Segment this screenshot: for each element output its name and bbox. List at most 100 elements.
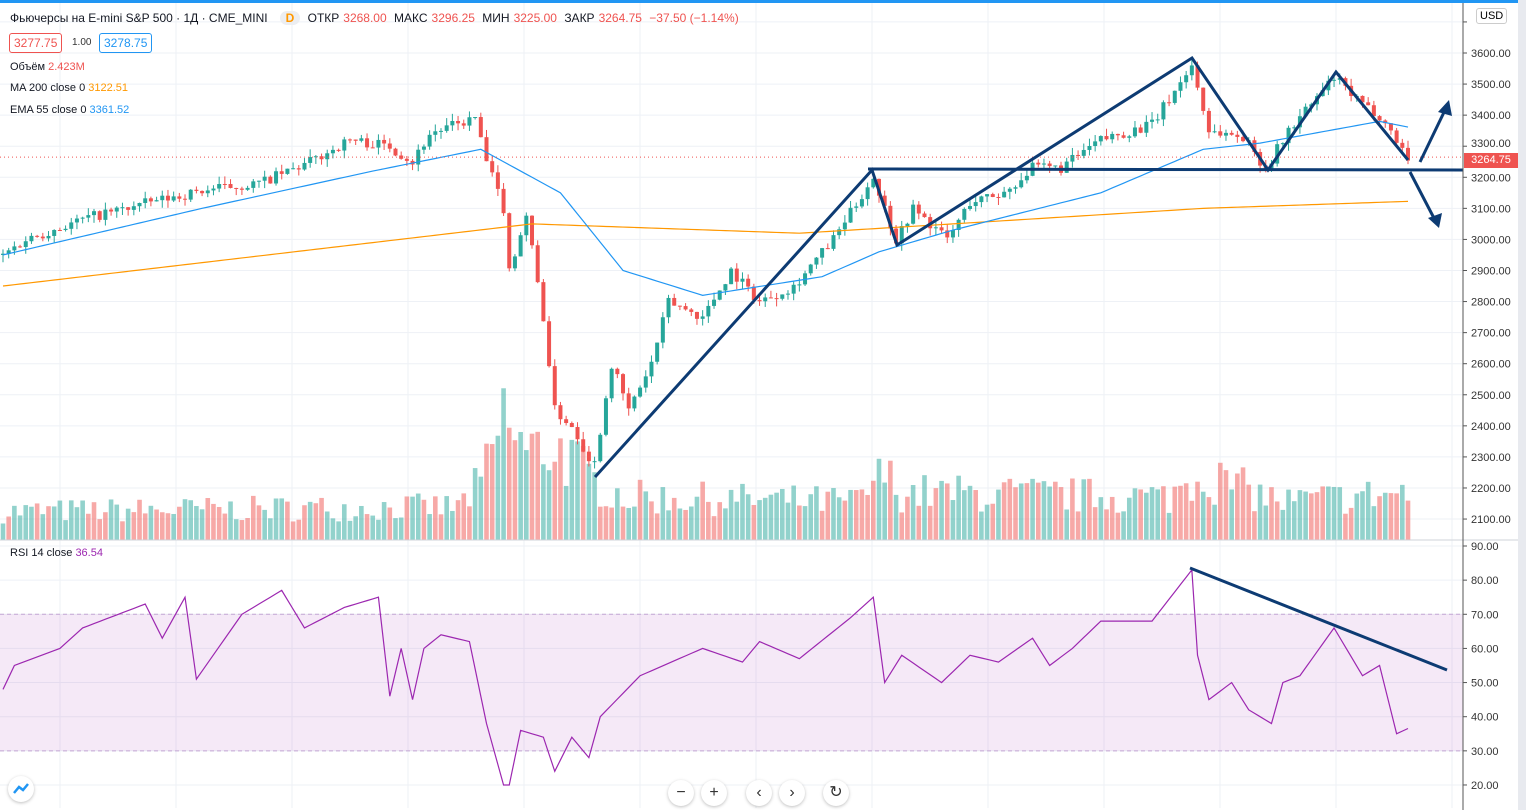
volume-bar	[188, 500, 194, 540]
candle	[279, 164, 284, 180]
scroll-back-button[interactable]: ‹	[746, 780, 772, 806]
candle-body	[427, 134, 432, 147]
volume-bar	[893, 494, 899, 540]
volume-bar	[797, 505, 802, 540]
candle	[427, 130, 432, 150]
volume-bar	[876, 458, 882, 540]
candle-body	[575, 427, 580, 440]
volume-bar	[996, 489, 1001, 540]
scroll-forward-button[interactable]: ›	[779, 780, 805, 806]
candle-body	[313, 156, 318, 158]
volume-bar	[1018, 483, 1024, 540]
volume-bar	[620, 506, 626, 540]
candle	[586, 446, 591, 467]
candle-body	[552, 366, 557, 406]
rsi-tick-label: 60.00	[1471, 643, 1499, 655]
volume-bar	[927, 505, 933, 540]
candle-body	[501, 188, 506, 214]
candle	[1406, 140, 1410, 165]
high-value: 3296.25	[431, 11, 475, 25]
tradingview-logo-icon[interactable]	[8, 776, 34, 802]
candle-body	[643, 376, 648, 388]
candle-body	[723, 284, 728, 291]
volume-bar	[1030, 478, 1035, 540]
volume-bar	[700, 481, 705, 540]
candle	[575, 422, 580, 445]
zoom-in-button[interactable]: +	[701, 780, 727, 806]
candle	[456, 115, 461, 131]
rsi-trendline-drawing	[1189, 566, 1448, 672]
volume-bar	[728, 489, 734, 540]
volume-bar	[165, 513, 171, 540]
ema-legend[interactable]: EMA 55 close 0 3361.52	[10, 104, 129, 116]
volume-bar	[1360, 491, 1365, 540]
candle-body	[239, 188, 244, 190]
candle	[1110, 131, 1115, 144]
candle	[245, 185, 250, 191]
candle	[416, 144, 421, 172]
volume-bar	[1183, 483, 1189, 540]
currency-button[interactable]: USD	[1476, 8, 1508, 24]
candle-body	[330, 149, 335, 154]
candle	[330, 145, 335, 159]
candle-body	[1337, 78, 1342, 80]
candle-body	[137, 202, 142, 207]
volume-bar	[1138, 489, 1143, 540]
volume-bar	[597, 506, 603, 540]
candle-body	[148, 198, 153, 202]
sell-price-button[interactable]: 3277.75	[9, 33, 63, 53]
volume-bar	[745, 494, 751, 540]
volume-bar	[1098, 497, 1104, 540]
candle-body	[1400, 142, 1405, 148]
volume-bar	[489, 444, 495, 540]
volume-bar	[290, 521, 296, 540]
candle-body	[1115, 133, 1120, 136]
candle	[217, 176, 222, 193]
candle	[1184, 70, 1189, 89]
ma-value: 3122.51	[88, 82, 129, 94]
ma-legend[interactable]: MA 200 close 0 3122.51	[10, 82, 128, 94]
volume-bar	[1149, 487, 1155, 540]
last-price-label: 3264.75	[1464, 153, 1518, 168]
candle-body	[973, 202, 978, 207]
candle	[939, 221, 944, 233]
zoom-out-button[interactable]: −	[668, 780, 694, 806]
candle	[962, 207, 967, 223]
candle	[899, 220, 904, 251]
candle	[1178, 76, 1183, 98]
candle-body	[1007, 188, 1012, 192]
rsi-legend[interactable]: RSI 14 close 36.54	[10, 547, 103, 559]
candle-body	[922, 213, 927, 218]
candle	[598, 432, 603, 463]
volume-legend[interactable]: Объём 2.423M	[10, 61, 85, 73]
volume-bar	[313, 503, 319, 540]
candle-body	[1388, 123, 1393, 131]
candle-body	[894, 228, 899, 244]
buy-price-button[interactable]: 3278.75	[99, 33, 153, 53]
candle	[808, 263, 813, 276]
volume-bar	[814, 486, 819, 540]
volume-bar	[882, 482, 887, 540]
volume-bar	[506, 427, 512, 540]
candle	[683, 303, 688, 311]
symbol-title[interactable]: Фьючерсы на E-mini S&P 500 · 1Д · CME_MI…	[10, 11, 268, 25]
volume-bar	[421, 499, 427, 540]
candle-body	[1292, 127, 1297, 129]
candle	[1332, 76, 1337, 88]
candle-body	[609, 368, 614, 399]
volume-bar	[478, 476, 484, 540]
candle	[609, 367, 614, 403]
candle	[842, 215, 847, 236]
volume-bar	[370, 515, 376, 540]
volume-bar	[779, 488, 785, 540]
candle	[410, 158, 415, 171]
candle-body	[615, 368, 620, 375]
candle	[820, 247, 825, 265]
volume-bar	[296, 519, 302, 540]
candle-body	[251, 181, 256, 188]
candle-body	[666, 297, 671, 318]
reset-chart-button[interactable]: ↻	[823, 780, 849, 806]
volume-bar	[632, 506, 637, 540]
volume-bar	[586, 463, 592, 540]
